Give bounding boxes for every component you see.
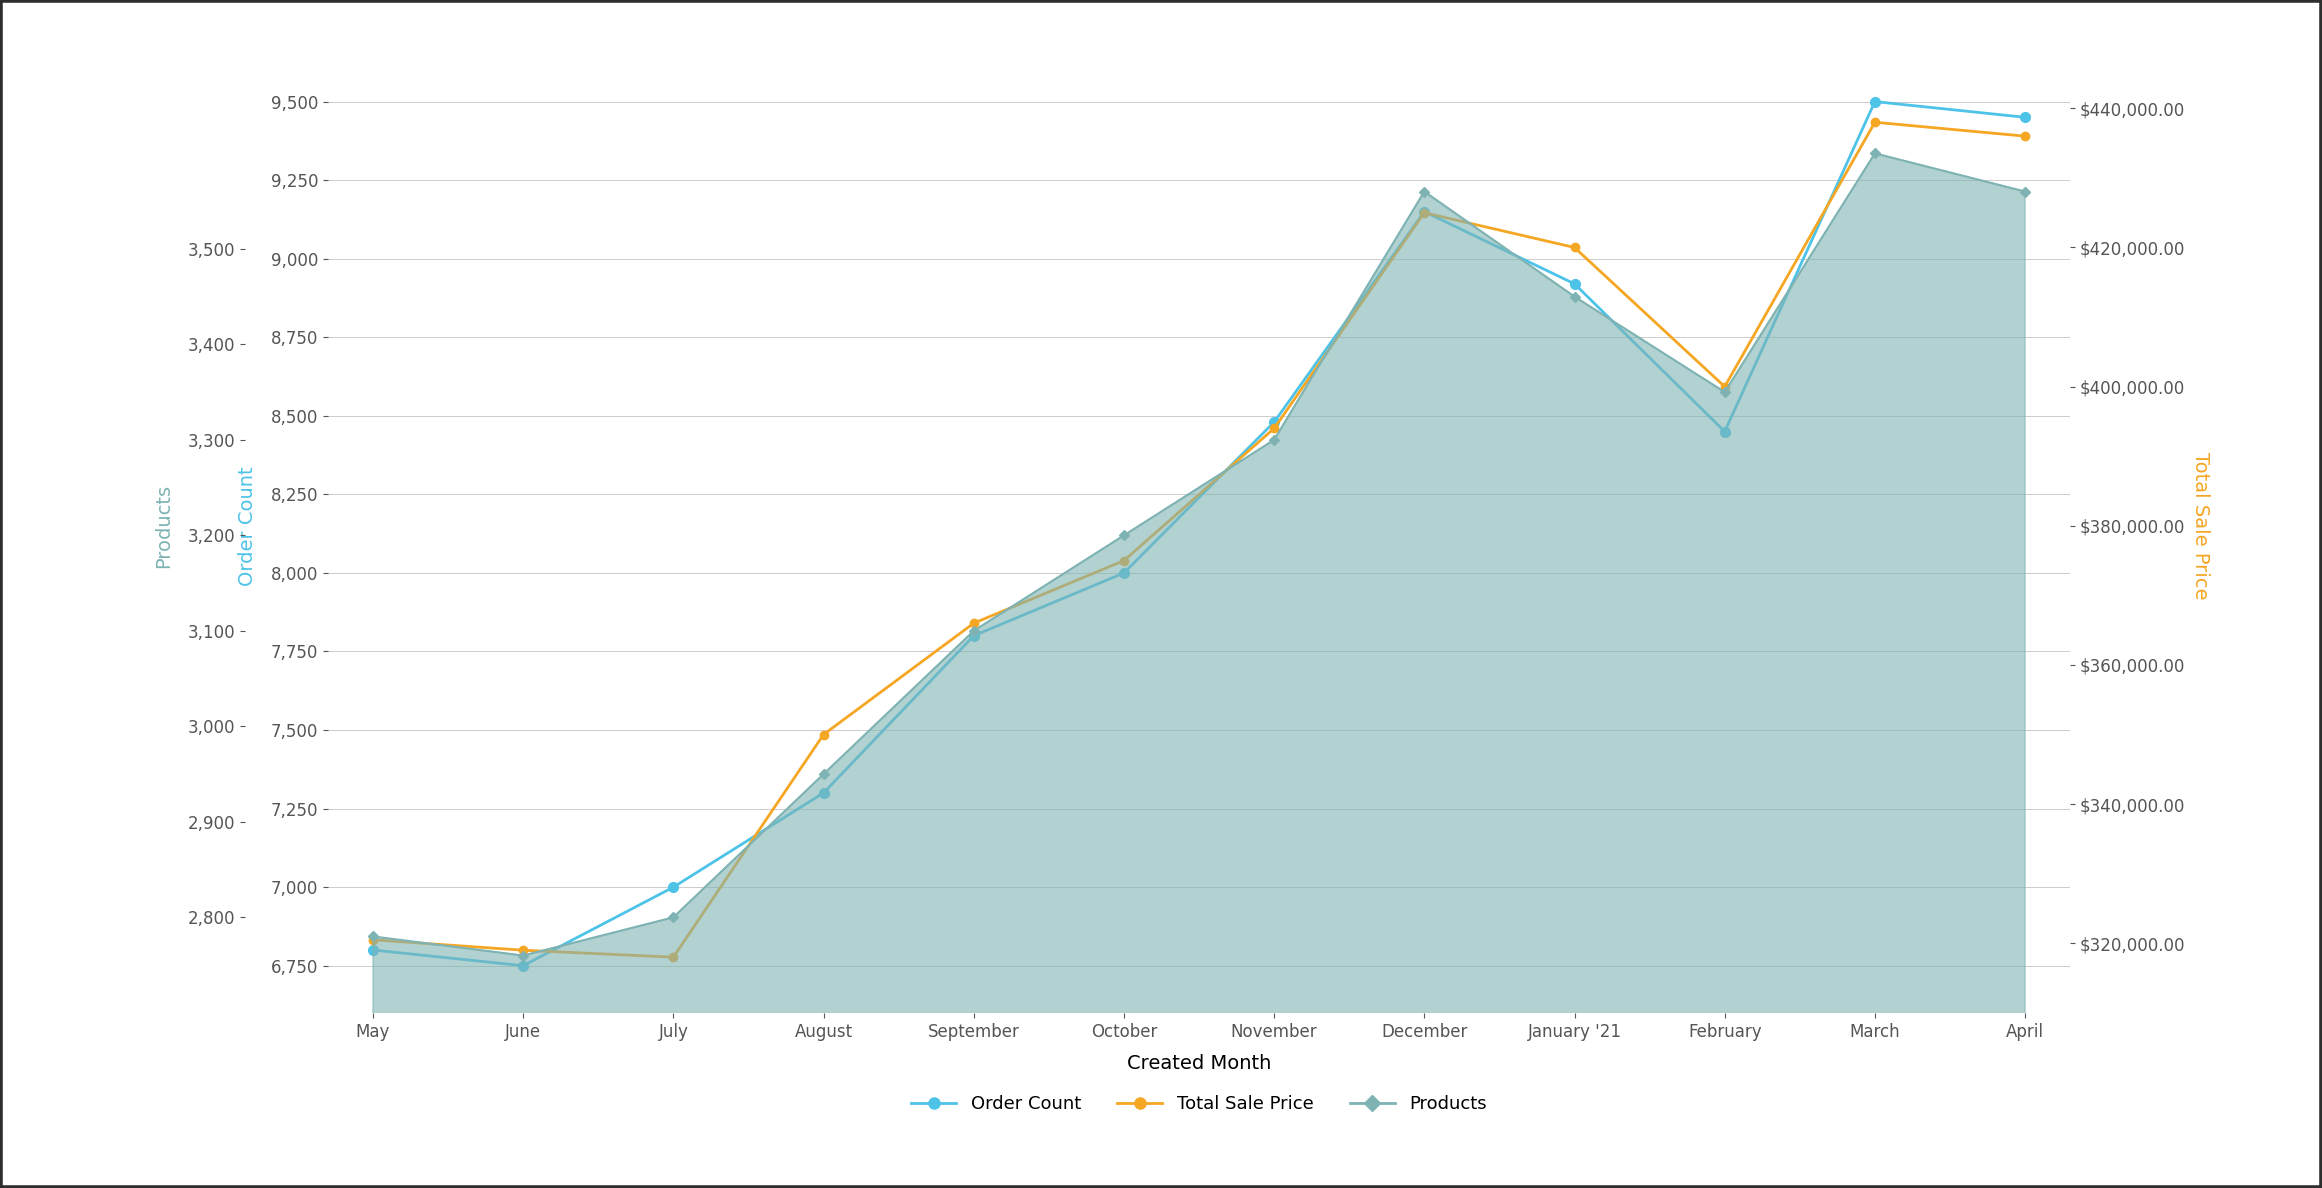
Y-axis label: Total Sale Price: Total Sale Price: [2190, 453, 2211, 600]
Y-axis label: Products: Products: [153, 484, 174, 568]
X-axis label: Created Month: Created Month: [1126, 1055, 1270, 1074]
Y-axis label: Order Count: Order Count: [237, 466, 258, 586]
Legend: Order Count, Total Sale Price, Products: Order Count, Total Sale Price, Products: [903, 1088, 1493, 1120]
